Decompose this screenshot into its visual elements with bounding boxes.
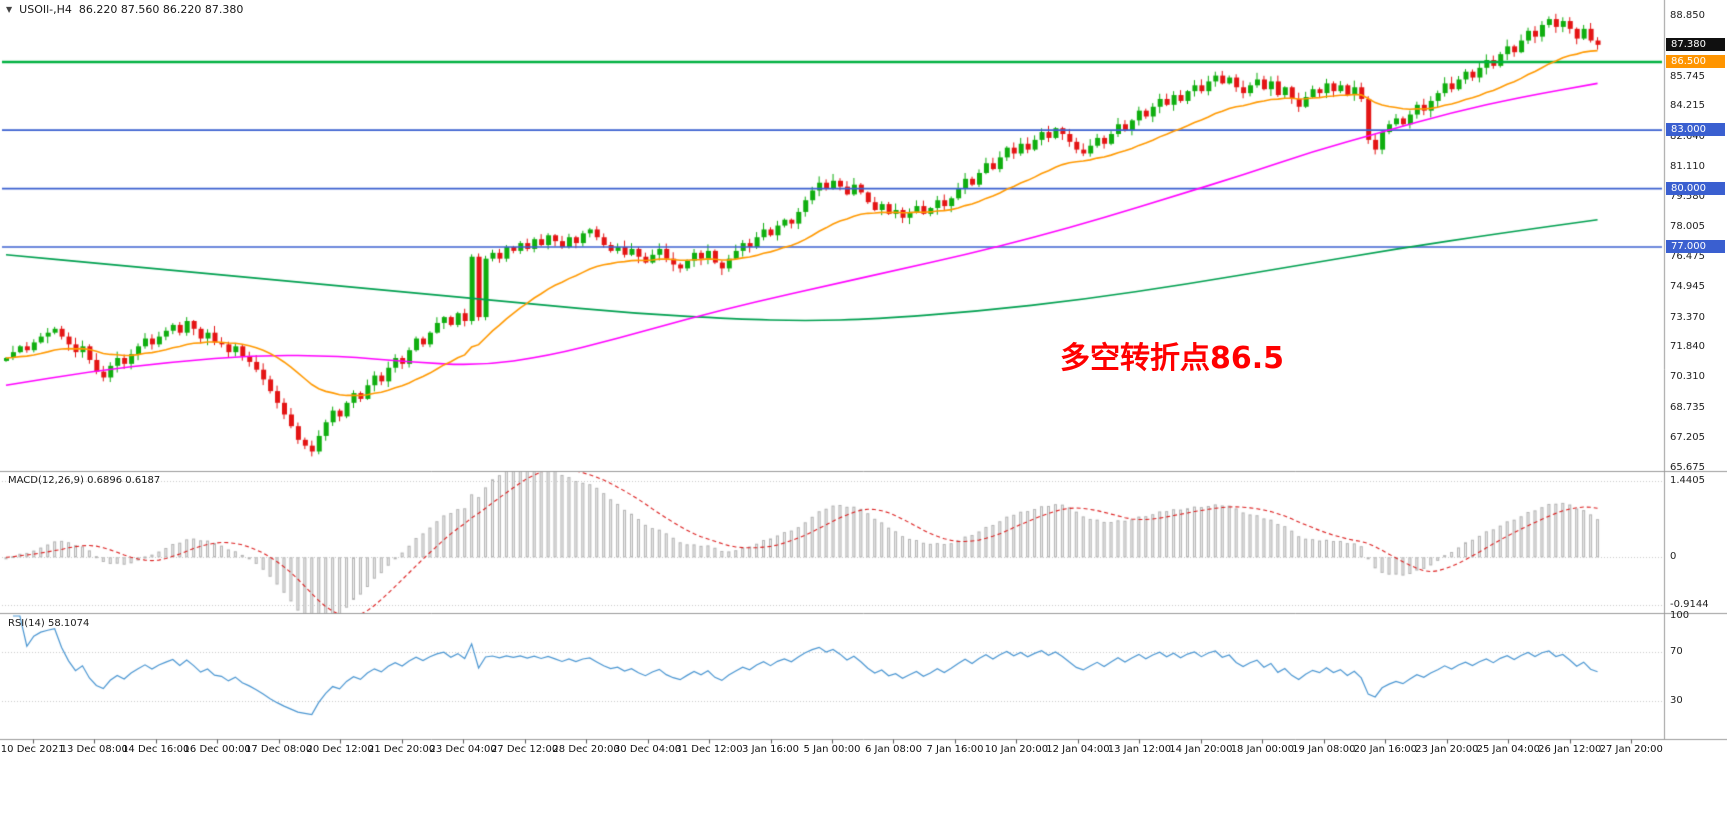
- price-axis-label: 74.945: [1670, 281, 1705, 292]
- time-axis-label: 21 Dec 20:00: [367, 744, 436, 755]
- rsi-axis-label: 70: [1670, 646, 1683, 658]
- price-axis-label: 85.745: [1670, 70, 1705, 82]
- price-axis-label: 65.675: [1670, 461, 1705, 473]
- symbol-timeframe-label: USOIl-,H4: [19, 3, 72, 16]
- time-axis-label: 23 Dec 04:00: [429, 744, 497, 755]
- price-axis-label: 68.735: [1670, 401, 1705, 413]
- macd-axis-label: -0.9144: [1670, 599, 1709, 611]
- time-axis-label: 28 Dec 20:00: [552, 744, 620, 755]
- price-axis-label: 76.475: [1670, 251, 1705, 263]
- time-axis-label: 14 Jan 20:00: [1169, 744, 1233, 755]
- macd-axis-label: 0: [1670, 551, 1677, 563]
- time-axis-label: 19 Jan 08:00: [1292, 744, 1356, 755]
- time-axis-label: 16 Dec 00:00: [183, 744, 251, 755]
- time-axis-label: 27 Dec 12:00: [490, 744, 559, 755]
- time-axis-label: 27 Jan 20:00: [1599, 744, 1663, 755]
- chart-header: ▼ USOIl-,H4 86.220 87.560 86.220 87.380: [6, 3, 243, 16]
- price-axis-label: 88.850: [1670, 10, 1705, 22]
- rsi-axis-label: 100: [1670, 610, 1690, 621]
- time-axis[interactable]: 10 Dec 2021 13 Dec 08:00 14 Dec 16:00 16 De…: [0, 740, 1727, 770]
- time-axis-label: 10 Jan 20:00: [984, 744, 1049, 755]
- chart-marker-icon: ▼: [6, 5, 13, 14]
- price-axis-label: 71.840: [1670, 341, 1705, 353]
- price-axis-label: 67.205: [1670, 431, 1705, 443]
- chart-text-annotation[interactable]: 多空转折点86.5: [1060, 341, 1285, 376]
- time-axis-label: 30 Dec 04:00: [613, 744, 682, 755]
- price-badge: 86.500: [1666, 54, 1725, 68]
- price-axis-label: 78.005: [1670, 221, 1705, 233]
- time-axis-label: 31 Dec 12:00: [675, 744, 743, 755]
- price-axis-label: 81.110: [1670, 160, 1705, 172]
- price-badge: 87.380: [1666, 37, 1725, 51]
- time-axis-label: 12 Jan 04:00: [1046, 744, 1110, 755]
- time-axis-label: 5 Jan 00:00: [803, 744, 861, 755]
- time-axis-label: 18 Jan 00:00: [1230, 744, 1295, 755]
- time-axis-label: 7 Jan 16:00: [926, 744, 984, 755]
- time-axis-label: 25 Jan 04:00: [1476, 744, 1540, 755]
- price-badge: 83.000: [1666, 123, 1725, 137]
- price-badge: 77.000: [1666, 239, 1725, 253]
- price-badge: 80.000: [1666, 181, 1725, 195]
- time-axis-label: 10 Dec 2021: [0, 744, 65, 755]
- time-axis-label: 17 Dec 08:00: [245, 744, 313, 755]
- time-axis-label: 20 Dec 12:00: [306, 744, 374, 755]
- macd-axis-label: 1.4405: [1670, 475, 1705, 487]
- price-axis-label: 73.370: [1670, 311, 1705, 323]
- price-axis-label: 84.215: [1670, 100, 1705, 112]
- time-axis-label: 3 Jan 16:00: [742, 744, 799, 755]
- price-scale[interactable]: 88.850 85.745 84.215 82.640 81.110 79.580 78.0…: [1665, 0, 1727, 740]
- time-axis-label: 13 Dec 08:00: [60, 744, 128, 755]
- time-axis-label: 14 Dec 16:00: [122, 744, 190, 755]
- time-axis-label: 20 Jan 16:00: [1353, 744, 1417, 755]
- time-axis-label: 13 Jan 12:00: [1107, 744, 1172, 755]
- macd-indicator-label: MACD(12,26,9) 0.6896 0.6187: [8, 475, 161, 486]
- price-axis-label: 82.640: [1670, 131, 1705, 143]
- time-axis-label: 6 Jan 08:00: [864, 744, 922, 755]
- price-axis-label: 79.580: [1670, 190, 1705, 202]
- price-axis-label: 70.310: [1670, 371, 1705, 383]
- rsi-axis-label: 30: [1670, 694, 1683, 706]
- time-axis-label: 23 Jan 20:00: [1415, 744, 1479, 755]
- rsi-indicator-label: RSI(14) 58.1074: [8, 618, 90, 629]
- ohlc-values: 86.220 87.560 86.220 87.380: [78, 3, 244, 16]
- time-axis-label: 26 Jan 12:00: [1538, 744, 1602, 755]
